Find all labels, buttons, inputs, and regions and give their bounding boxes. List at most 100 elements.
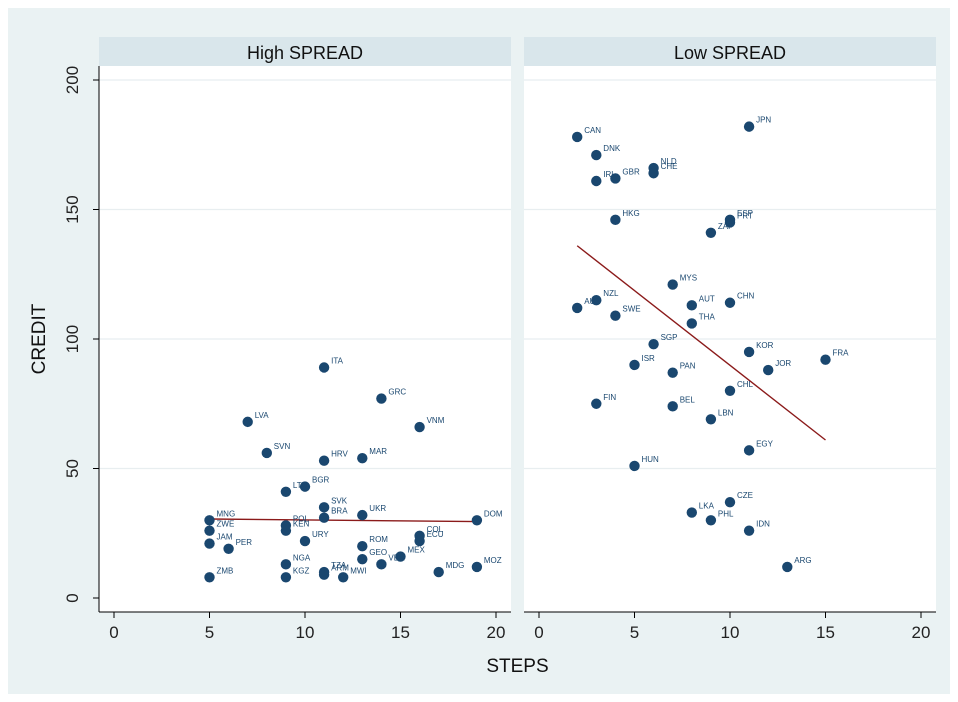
high-spread-data-point — [395, 551, 406, 562]
high-spread-point-label: UKR — [369, 504, 386, 513]
high-spread-x-tick-label: 5 — [205, 623, 214, 642]
low-spread-data-point — [572, 302, 583, 314]
low-spread-point-label: SWE — [622, 305, 640, 314]
low-spread-point-label: JOR — [775, 359, 791, 368]
high-spread-point-label: MDG — [446, 561, 465, 570]
low-spread-panel-title: Low SPREAD — [674, 43, 786, 63]
low-spread-point-label: SGP — [661, 333, 678, 342]
high-spread-title-strip — [99, 37, 511, 66]
y-tick-label: 50 — [63, 459, 82, 478]
high-spread-data-point — [280, 559, 292, 570]
high-spread-point-label: NGA — [293, 553, 311, 562]
high-spread-data-point — [471, 515, 483, 526]
high-spread-point-label: TZA — [331, 561, 347, 570]
low-spread-point-label: NZL — [603, 289, 619, 298]
low-spread-point-label: FIN — [603, 393, 616, 402]
high-spread-point-label: PER — [236, 538, 253, 547]
high-spread-point-label: GRC — [388, 388, 406, 397]
high-spread-panel-title: High SPREAD — [247, 43, 363, 63]
high-spread-data-point — [318, 502, 330, 513]
high-spread-point-label: LTU — [293, 481, 308, 490]
low-spread-point-label: CAN — [584, 126, 601, 135]
high-spread-point-label: SVK — [331, 496, 348, 505]
low-spread-data-point — [686, 507, 697, 518]
high-spread-data-point — [223, 543, 234, 554]
high-spread-point-label: MNG — [217, 509, 236, 518]
low-spread-point-label: GBR — [622, 167, 640, 176]
low-spread-point-label: PHL — [718, 509, 734, 518]
low-spread-data-point — [743, 346, 755, 358]
low-spread-x-tick-label: 20 — [912, 623, 931, 642]
high-spread-point-label: JAM — [217, 533, 233, 542]
high-spread-x-tick-label: 10 — [296, 623, 315, 642]
low-spread-data-point — [724, 297, 736, 308]
low-spread-data-point — [610, 173, 621, 184]
y-axis-title: CREDIT — [29, 303, 50, 374]
low-spread-point-label: DNK — [603, 144, 621, 153]
high-spread-point-label: MOZ — [484, 556, 502, 565]
high-spread-point-label: MEX — [408, 546, 426, 555]
low-spread-data-point — [610, 310, 621, 321]
high-spread-data-point — [280, 572, 292, 583]
y-tick-label: 200 — [63, 66, 82, 94]
low-spread-data-point — [648, 338, 659, 350]
low-spread-point-label: KOR — [756, 341, 774, 350]
low-spread-data-point — [610, 214, 621, 226]
high-spread-data-point — [299, 535, 311, 547]
low-spread-data-point — [705, 227, 717, 239]
high-spread-data-point — [376, 559, 387, 570]
high-spread-point-label: ECU — [427, 530, 444, 539]
high-spread-data-point — [204, 515, 215, 526]
low-spread-point-label: ZAF — [718, 222, 733, 231]
high-spread-point-label: ZWE — [217, 520, 235, 529]
high-spread-data-point — [433, 566, 444, 578]
high-spread-data-point — [357, 541, 368, 552]
low-spread-title-strip — [524, 37, 936, 66]
low-spread-data-point — [724, 496, 736, 508]
low-spread-x-tick-label: 5 — [630, 623, 639, 642]
high-spread-point-label: VEN — [388, 553, 405, 562]
low-spread-point-label: THA — [699, 312, 716, 321]
low-spread-data-point — [629, 359, 640, 371]
high-spread-point-label: GEO — [369, 548, 387, 557]
high-spread-point-label: ZMB — [217, 566, 234, 575]
high-spread-data-point — [204, 572, 215, 583]
high-spread-point-label: LVA — [255, 411, 270, 420]
low-spread-point-label: IRL — [603, 170, 616, 179]
high-spread-data-point — [261, 447, 272, 459]
low-spread-point-label: AUT — [699, 294, 715, 303]
low-spread-point-label: ISR — [642, 354, 656, 363]
high-spread-data-point — [318, 362, 330, 373]
low-spread-point-label: BEL — [680, 395, 696, 404]
low-spread-data-point — [724, 385, 736, 396]
high-spread-point-label: ARM — [331, 564, 349, 573]
high-spread-point-label: MWI — [350, 566, 366, 575]
low-spread-point-label: HUN — [642, 455, 660, 464]
low-spread-point-label: IDN — [756, 520, 770, 529]
high-spread-point-label: URY — [312, 530, 329, 539]
low-spread-data-point — [591, 149, 602, 161]
low-spread-point-label: LBN — [718, 408, 734, 417]
low-spread-data-point — [724, 217, 736, 228]
high-spread-data-point — [242, 416, 253, 428]
high-spread-data-point — [318, 569, 330, 580]
low-spread-data-point — [820, 354, 831, 365]
low-spread-data-point — [591, 175, 602, 187]
low-spread-data-point — [743, 445, 755, 456]
low-spread-data-point — [667, 367, 678, 378]
high-spread-data-point — [204, 538, 215, 549]
high-spread-data-point — [414, 421, 425, 433]
low-spread-data-point — [667, 279, 678, 290]
low-spread-point-label: ARG — [794, 556, 811, 565]
high-spread-point-label: SVN — [274, 442, 291, 451]
low-spread-point-label: NLD — [661, 157, 677, 166]
low-spread-data-point — [591, 398, 602, 409]
y-tick-label: 0 — [63, 593, 82, 602]
low-spread-data-point — [763, 364, 774, 376]
low-spread-point-label: HKG — [622, 209, 639, 218]
high-spread-x-tick-label: 20 — [487, 623, 506, 642]
low-spread-point-label: CHE — [661, 162, 678, 171]
low-spread-x-tick-label: 0 — [534, 623, 543, 642]
